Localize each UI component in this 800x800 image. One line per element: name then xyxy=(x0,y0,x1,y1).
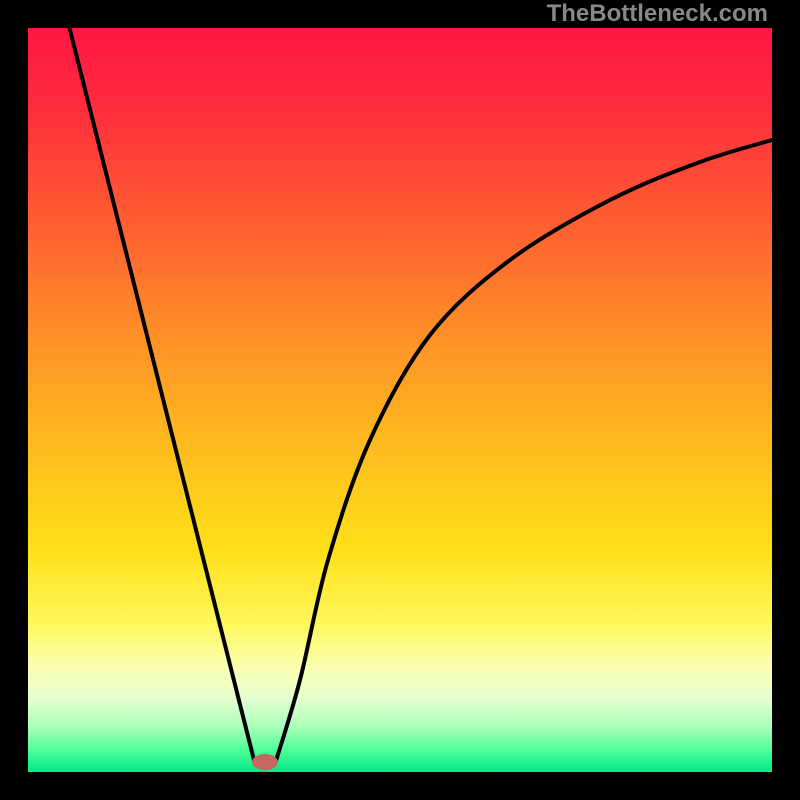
chart-container: TheBottleneck.com xyxy=(0,0,800,800)
watermark-text: TheBottleneck.com xyxy=(547,0,768,28)
plot-area xyxy=(28,28,772,772)
minimum-marker xyxy=(252,754,278,770)
border-left xyxy=(0,0,28,800)
border-right xyxy=(772,0,800,800)
border-bottom xyxy=(0,772,800,800)
